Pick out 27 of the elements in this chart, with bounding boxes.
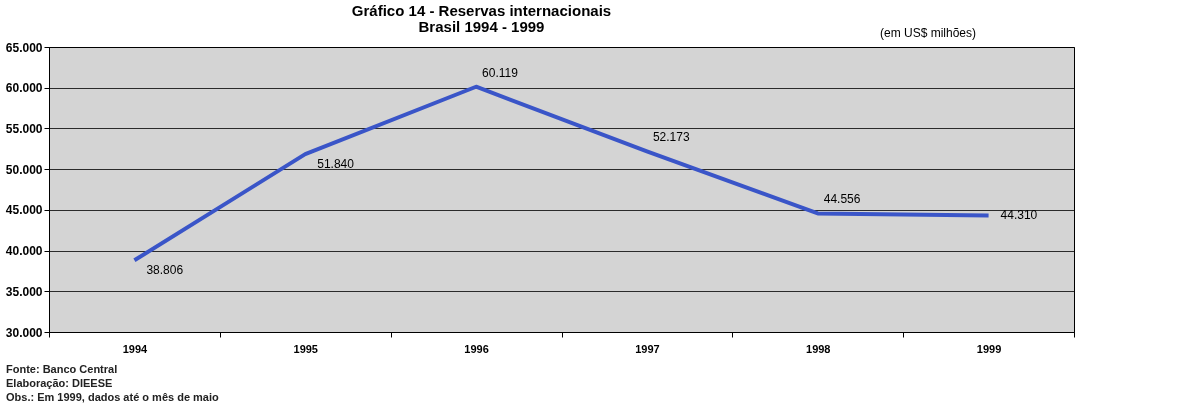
y-tick-label: 35.000: [5, 284, 43, 299]
x-tick-label: 1997: [635, 342, 660, 355]
y-tick-label: 55.000: [5, 121, 43, 136]
x-tick-label: 1999: [976, 342, 1002, 355]
y-tick-label: 60.000: [5, 81, 43, 96]
y-tick-label: 50.000: [5, 162, 43, 177]
x-tick-label: 1995: [293, 342, 318, 355]
data-label: 38.806: [146, 263, 184, 278]
y-tick-label: 40.000: [5, 244, 43, 259]
data-label: 52.173: [652, 130, 690, 145]
data-label: 44.556: [823, 192, 861, 207]
line-series: [132, 84, 991, 263]
x-tick-label: 1998: [806, 342, 831, 355]
text: Obs.: Em 1999, dados até o mês de maio: [6, 390, 219, 404]
text: (em US$ milhões): [880, 26, 977, 40]
y-tick-label: 30.000: [5, 325, 43, 340]
chart-title: Gráfico 14 - Reservas internacionais: [351, 2, 612, 19]
x-tick-label: 1994: [122, 342, 149, 355]
data-label: 60.119: [482, 65, 519, 80]
text: Elaboração: DIEESE: [6, 376, 114, 390]
chart-subtitle: Brasil 1994 - 1999: [418, 18, 545, 35]
y-tick-label: 65.000: [5, 40, 43, 55]
data-label: 44.310: [1000, 208, 1038, 223]
y-tick-label: 45.000: [5, 203, 43, 218]
data-label: 51.840: [317, 157, 355, 172]
x-tick-label: 1996: [464, 342, 489, 355]
source-note: Fonte: Banco Central: [6, 362, 119, 376]
